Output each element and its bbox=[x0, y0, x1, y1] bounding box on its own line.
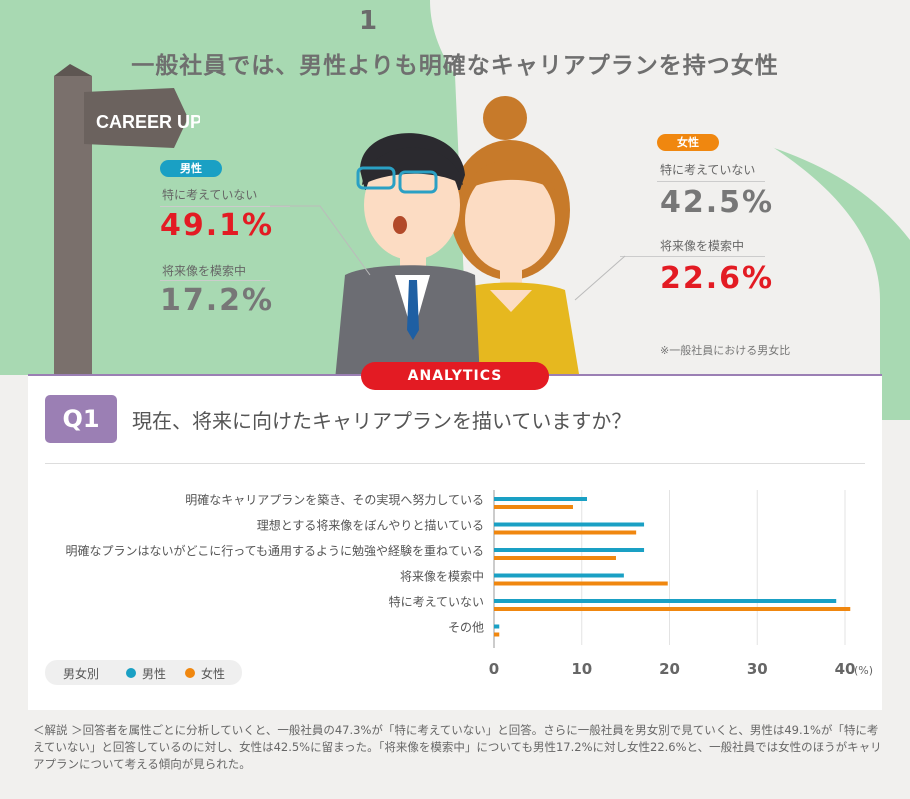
female-stat-value-2: 22.6% bbox=[660, 261, 775, 296]
female-stat-label-2: 将来像を模索中 bbox=[660, 239, 745, 253]
bar-male bbox=[494, 573, 624, 578]
bar-female bbox=[494, 607, 851, 611]
category-label: 特に考えていない bbox=[389, 594, 484, 609]
bar-female bbox=[494, 530, 637, 535]
legend-male-swatch bbox=[126, 668, 136, 678]
bar-chart: 0 10 20 30 40(%) 明確なキャリアプランを築き、その実現へ努力している理想と… bbox=[66, 490, 873, 678]
bar-male bbox=[494, 522, 645, 527]
question-text: 現在、将来に向けたキャリアプランを描いていますか？ bbox=[132, 409, 632, 433]
bar-male bbox=[494, 497, 588, 501]
category-label: 明確なキャリアプランを築き、その実現へ努力している bbox=[185, 492, 484, 507]
bar-female bbox=[494, 505, 573, 509]
bar-male bbox=[494, 624, 500, 629]
male-pointer-line bbox=[270, 205, 371, 276]
female-divider-2 bbox=[620, 256, 765, 257]
category-label: 明確なプランはないがどこに行っても通用するように勉強や経験を重ねている bbox=[66, 543, 484, 558]
section-number: 1 bbox=[359, 6, 378, 36]
legend-female-swatch bbox=[185, 668, 195, 678]
legend-male-label: 男性 bbox=[142, 667, 167, 681]
analytics-card bbox=[28, 374, 882, 710]
category-label: 理想とする将来像をぼんやりと描いている bbox=[257, 518, 484, 533]
legend-female-label: 女性 bbox=[201, 667, 226, 681]
male-stat-label-1: 特に考えていない bbox=[162, 188, 258, 202]
bar-male bbox=[494, 548, 645, 552]
x-tick-label: 0 bbox=[489, 660, 499, 678]
x-tick-label: 30 bbox=[747, 660, 768, 678]
x-tick-label: 10 bbox=[571, 660, 592, 678]
question-divider bbox=[45, 463, 865, 464]
ratio-note: ※一般社員における男女比 bbox=[660, 344, 791, 357]
category-label: その他 bbox=[448, 621, 484, 635]
legend-title: 男女別 bbox=[63, 667, 100, 681]
page-headline: 一般社員では、男性よりも明確なキャリアプランを持つ女性 bbox=[131, 53, 779, 79]
female-stat-label-1: 特に考えていない bbox=[660, 163, 756, 177]
x-tick-label: 40 bbox=[835, 660, 856, 678]
career-up-signpost: CAREER UP bbox=[54, 64, 200, 382]
characters-illustration bbox=[335, 96, 580, 380]
male-stat-value-2: 17.2% bbox=[160, 283, 275, 318]
female-tag: 女性 bbox=[657, 134, 719, 151]
x-unit-label: (%) bbox=[854, 664, 873, 677]
male-stat-label-2: 将来像を模索中 bbox=[162, 264, 247, 278]
analytics-badge: ANALYTICS bbox=[361, 362, 549, 390]
explanation-text: ＜解説 ＞回答者を属性ごとに分析していくと、一般社員の47.3%が「特に考えてい… bbox=[33, 723, 882, 771]
question-id: Q1 bbox=[45, 395, 117, 443]
hero-section: CAREER UP 1 一般社員では、男性よりも明確なキャリアプランを持つ女性 … bbox=[0, 0, 910, 420]
bar-female bbox=[494, 556, 616, 560]
female-stat-value-1: 42.5% bbox=[660, 185, 775, 220]
bar-female bbox=[494, 581, 668, 586]
female-pointer-line bbox=[574, 255, 626, 301]
bar-female bbox=[494, 632, 500, 637]
female-divider-1 bbox=[657, 181, 765, 182]
male-divider-1 bbox=[160, 206, 290, 207]
male-divider-2 bbox=[160, 280, 270, 281]
category-label: 将来像を模索中 bbox=[400, 569, 484, 584]
male-tag: 男性 bbox=[160, 160, 222, 177]
x-tick-label: 20 bbox=[659, 660, 680, 678]
male-stat-value-1: 49.1% bbox=[160, 208, 275, 243]
chart-legend: 男女別 男性 女性 bbox=[45, 660, 242, 685]
bar-male bbox=[494, 599, 837, 603]
signpost-label: CAREER UP bbox=[96, 112, 200, 132]
